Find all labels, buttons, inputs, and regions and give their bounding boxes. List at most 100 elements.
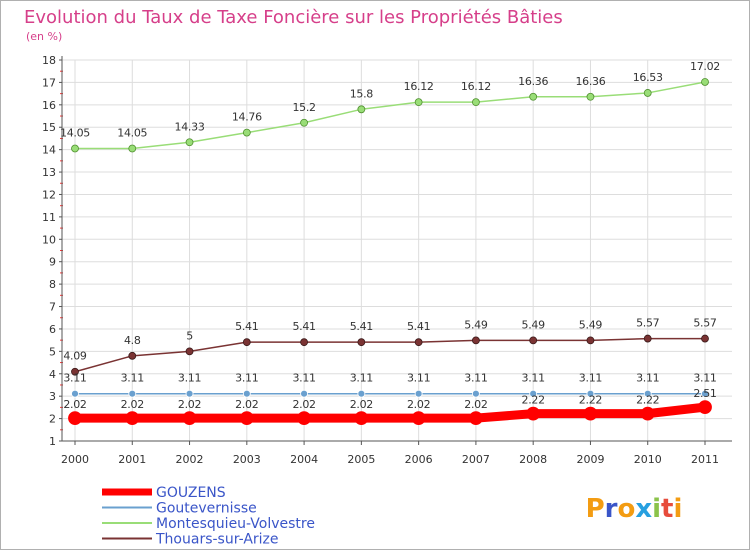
data-label-Montesquieu-Volvestre-2000: 14.05 <box>60 127 90 140</box>
logo-letter: i <box>652 494 661 524</box>
legend: GOUZENSGoutevernisseMontesquieu-Volvestr… <box>102 485 315 548</box>
y-tick-label-9: 9 <box>49 256 56 269</box>
y-tick-label-16: 16 <box>42 99 56 112</box>
data-label-Thouars-sur-Arize-2005: 5.41 <box>350 320 373 333</box>
data-point-Thouars-sur-Arize-2002 <box>185 347 194 356</box>
y-tick-label-13: 13 <box>42 166 56 179</box>
x-tick-label-2011: 2011 <box>691 453 719 466</box>
data-label-Goutevernisse-2004: 3.11 <box>292 372 315 385</box>
data-labels: 2.02 2.02 2.02 2.02 2.02 2.02 2.02 2.02 2.22 2.22… <box>60 60 720 411</box>
y-tick-label-3: 3 <box>49 390 56 403</box>
y-tick-label-11: 11 <box>42 211 56 224</box>
x-tick-label-2002: 2002 <box>176 453 204 466</box>
data-point-Montesquieu-Volvestre-2004 <box>300 118 308 127</box>
data-label-GOUZENS-2002: 2.02 <box>178 398 201 411</box>
x-tick-label-2000: 2000 <box>61 453 89 466</box>
grid-lines <box>62 59 732 442</box>
data-point-Goutevernisse-2004 <box>300 389 308 398</box>
data-label-Goutevernisse-2001: 3.11 <box>121 372 144 385</box>
y-tick-label-15: 15 <box>42 121 56 134</box>
data-point-Thouars-sur-Arize-2000 <box>71 367 79 376</box>
x-tick-label-2005: 2005 <box>347 453 375 466</box>
data-point-Montesquieu-Volvestre-2001 <box>128 144 137 153</box>
data-point-GOUZENS-2010 <box>640 406 655 421</box>
data-label-Thouars-sur-Arize-2004: 5.41 <box>292 320 315 333</box>
y-tick-label-7: 7 <box>49 301 56 314</box>
data-point-GOUZENS-2011 <box>698 400 712 415</box>
data-point-Thouars-sur-Arize-2005 <box>357 338 366 347</box>
y-tick-label-18: 18 <box>42 54 56 67</box>
y-tick-label-10: 10 <box>42 233 56 246</box>
series-line-GOUZENS <box>70 402 710 423</box>
data-point-Montesquieu-Volvestre-2011 <box>701 78 709 86</box>
data-label-Goutevernisse-2003: 3.11 <box>235 372 258 385</box>
logo-letter: P <box>586 494 605 524</box>
data-label-GOUZENS-2004: 2.02 <box>292 398 315 411</box>
logo-letter: t <box>661 494 673 524</box>
data-label-Montesquieu-Volvestre-2011: 17.02 <box>690 60 720 73</box>
data-point-Thouars-sur-Arize-2003 <box>242 338 251 347</box>
data-point-Montesquieu-Volvestre-2006 <box>414 98 423 107</box>
data-point-Goutevernisse-2006 <box>414 389 423 398</box>
data-label-Goutevernisse-2000: 3.11 <box>63 372 86 385</box>
data-label-GOUZENS-2008: 2.22 <box>522 394 545 407</box>
data-label-Montesquieu-Volvestre-2004: 15.2 <box>292 101 315 114</box>
y-tick-label-2: 2 <box>49 413 56 426</box>
data-point-GOUZENS-2001 <box>125 411 140 426</box>
data-point-Thouars-sur-Arize-2008 <box>529 336 538 345</box>
data-label-Thouars-sur-Arize-2000: 4.09 <box>63 350 87 363</box>
data-point-Goutevernisse-2002 <box>185 389 194 398</box>
y-tick-label-5: 5 <box>49 345 56 358</box>
data-label-Montesquieu-Volvestre-2001: 14.05 <box>117 127 147 140</box>
data-label-GOUZENS-2005: 2.02 <box>350 398 373 411</box>
series-line-Montesquieu-Volvestre <box>74 81 706 150</box>
data-label-Thouars-sur-Arize-2006: 5.41 <box>407 320 430 333</box>
data-point-GOUZENS-2008 <box>526 406 541 421</box>
series-lines <box>68 78 712 426</box>
data-label-GOUZENS-2006: 2.02 <box>407 398 430 411</box>
x-tick-label-2006: 2006 <box>405 453 433 466</box>
x-tick-label-2010: 2010 <box>634 453 662 466</box>
data-point-GOUZENS-2006 <box>411 411 426 426</box>
y-tick-label-12: 12 <box>42 188 56 201</box>
data-label-Goutevernisse-2002: 3.11 <box>178 372 201 385</box>
data-point-Thouars-sur-Arize-2006 <box>414 338 423 347</box>
x-tick-label-2009: 2009 <box>576 453 604 466</box>
data-point-Goutevernisse-2007 <box>472 389 480 398</box>
data-point-GOUZENS-2004 <box>297 411 311 426</box>
y-tick-label-17: 17 <box>42 76 56 89</box>
data-label-Montesquieu-Volvestre-2009: 16.36 <box>575 75 605 88</box>
data-point-Thouars-sur-Arize-2011 <box>701 334 709 343</box>
chart-title: Evolution du Taux de Taxe Foncière sur l… <box>24 7 563 28</box>
logo-letter: i <box>673 494 682 524</box>
legend-label-Montesquieu-Volvestre: Montesquieu-Volvestre <box>156 516 315 532</box>
logo-text: Proxiti <box>586 494 683 524</box>
data-label-Goutevernisse-2009: 3.11 <box>579 372 602 385</box>
data-label-Montesquieu-Volvestre-2007: 16.12 <box>461 80 491 93</box>
data-label-Montesquieu-Volvestre-2008: 16.36 <box>518 75 548 88</box>
data-label-Thouars-sur-Arize-2011: 5.57 <box>693 317 717 330</box>
data-point-Goutevernisse-2003 <box>242 389 251 398</box>
data-point-Goutevernisse-2000 <box>71 389 79 398</box>
data-label-Montesquieu-Volvestre-2002: 14.33 <box>175 120 205 133</box>
logo-letter: o <box>617 494 635 524</box>
data-point-GOUZENS-2002 <box>182 411 197 426</box>
data-label-Goutevernisse-2010: 3.11 <box>636 372 659 385</box>
data-point-Goutevernisse-2011 <box>701 389 709 398</box>
data-point-Montesquieu-Volvestre-2008 <box>529 92 538 101</box>
data-point-Thouars-sur-Arize-2010 <box>643 334 652 343</box>
data-label-Thouars-sur-Arize-2010: 5.57 <box>636 317 660 330</box>
data-label-Montesquieu-Volvestre-2010: 16.53 <box>633 71 663 84</box>
data-point-Montesquieu-Volvestre-2000 <box>71 144 79 153</box>
series-line-Thouars-sur-Arize <box>74 337 706 373</box>
data-label-Thouars-sur-Arize-2009: 5.49 <box>579 318 603 331</box>
data-point-GOUZENS-2005 <box>354 411 369 426</box>
data-label-GOUZENS-2003: 2.02 <box>235 398 258 411</box>
data-point-Goutevernisse-2005 <box>357 389 366 398</box>
legend-label-Thouars-sur-Arize: Thouars-sur-Arize <box>155 532 279 548</box>
y-tick-label-8: 8 <box>49 278 56 291</box>
data-point-GOUZENS-2000 <box>68 411 82 426</box>
data-label-GOUZENS-2001: 2.02 <box>121 398 144 411</box>
logo-letter: r <box>605 494 618 524</box>
